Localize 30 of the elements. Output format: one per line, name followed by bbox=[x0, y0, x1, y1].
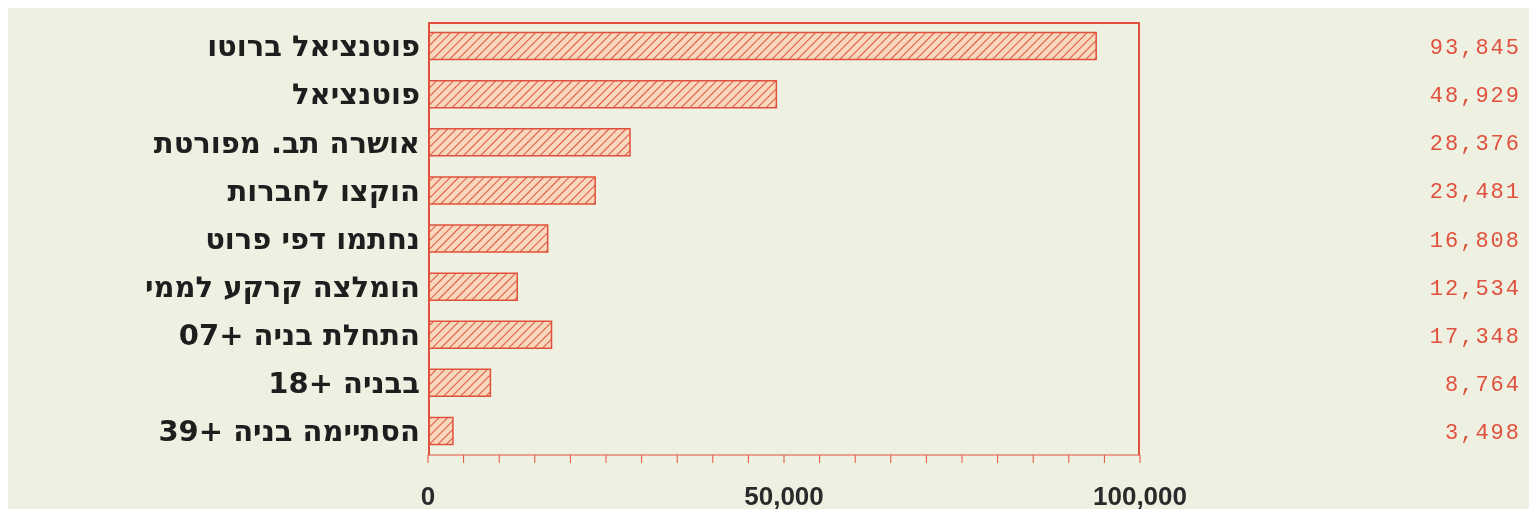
data-label: 28,376 bbox=[1429, 132, 1521, 158]
bar bbox=[428, 224, 549, 253]
x-tick-label: 0 bbox=[420, 481, 436, 512]
bar bbox=[428, 368, 492, 398]
bar bbox=[428, 176, 596, 205]
data-label: 12,534 bbox=[1429, 276, 1521, 302]
x-tick-label: 50,000 bbox=[744, 481, 824, 512]
y-tick-label: הסתיימה בניה +39 bbox=[158, 414, 420, 449]
x-tick-label: 100,000 bbox=[1093, 481, 1187, 512]
data-label: 8,764 bbox=[1444, 372, 1521, 398]
data-label: 23,481 bbox=[1429, 180, 1521, 206]
y-tick-label: הוקצו לחברות bbox=[227, 173, 420, 208]
bar bbox=[428, 128, 631, 157]
bar bbox=[428, 31, 1097, 61]
bar bbox=[428, 272, 518, 301]
y-tick-label: הומלצה קרקע לממי bbox=[145, 269, 420, 304]
data-label: 17,348 bbox=[1429, 324, 1521, 350]
y-tick-label: בבניה +18 bbox=[268, 366, 420, 401]
y-tick-label: התחלת בניה +07 bbox=[178, 318, 420, 353]
y-tick-label: פוטנציאל ברוטו bbox=[207, 29, 420, 64]
data-label: 48,929 bbox=[1429, 84, 1521, 110]
data-label: 93,845 bbox=[1429, 36, 1521, 62]
bar bbox=[428, 320, 553, 349]
y-tick-label: נחתמו דפי פרוט bbox=[205, 221, 420, 256]
y-tick-label: אושרה תב. מפורטת bbox=[153, 125, 420, 160]
y-tick-label: פוטנציאל bbox=[292, 77, 420, 112]
data-label: 3,498 bbox=[1444, 420, 1521, 446]
bar bbox=[428, 416, 454, 446]
bar bbox=[428, 79, 778, 109]
data-label: 16,808 bbox=[1429, 228, 1521, 254]
